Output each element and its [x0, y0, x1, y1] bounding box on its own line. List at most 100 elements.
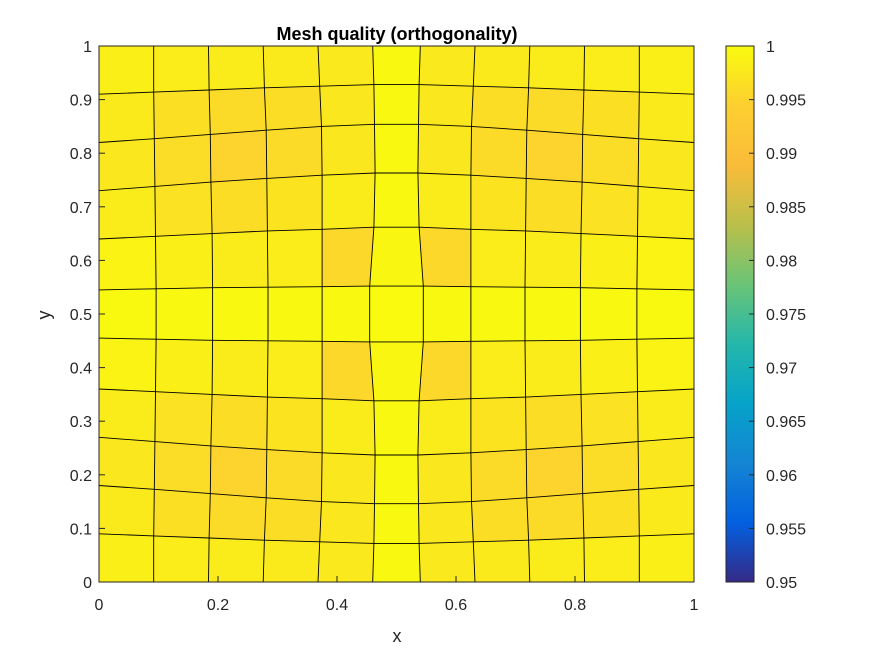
- mesh-cell: [321, 452, 376, 504]
- colorbar-tick-label: 1: [766, 39, 775, 56]
- mesh-cell: [470, 175, 527, 231]
- colorbar-tick-label: 0.99: [766, 146, 797, 163]
- y-tick-label: 0.1: [70, 521, 92, 538]
- mesh-cell: [374, 455, 419, 504]
- mesh-cell: [210, 445, 267, 498]
- mesh-cell: [419, 46, 475, 87]
- mesh-cell: [528, 538, 585, 582]
- colorbar-ticks: 0.95 0.955 0.96 0.965 0.97 0.975 0.98 0.985 0.99…: [749, 39, 806, 592]
- x-tick-label: 0.6: [445, 597, 467, 614]
- mesh-row-line: [98, 226, 695, 240]
- y-tick-label: 0.6: [70, 253, 92, 270]
- mesh-cell: [263, 540, 320, 582]
- mesh-cell: [267, 229, 323, 288]
- colorbar-tick-label: 0.975: [766, 307, 806, 324]
- mesh-cell: [525, 340, 581, 398]
- mesh-cell: [583, 46, 640, 93]
- y-tick-label: 0.8: [70, 146, 92, 163]
- mesh-cell: [322, 227, 374, 287]
- mesh-cell: [418, 501, 474, 544]
- mesh-cell: [473, 540, 530, 582]
- mesh-cell: [473, 46, 530, 88]
- mesh-cell: [417, 124, 472, 176]
- mesh-cell: [99, 288, 157, 340]
- mesh-cell: [154, 441, 211, 494]
- mesh-cell: [638, 92, 694, 143]
- mesh-cell: [266, 449, 323, 502]
- y-axis-label: y: [34, 311, 54, 320]
- mesh-cell: [153, 535, 210, 582]
- y-axis-ticks: 0 0.1 0.2 0.3 0.4 0.5 0.6 0.7 0.8 0.9 1: [70, 39, 105, 592]
- x-axis-label: x: [393, 626, 402, 646]
- mesh-cell: [373, 400, 420, 455]
- x-tick-label: 0.8: [564, 597, 586, 614]
- mesh-cell: [99, 46, 154, 95]
- mesh-cell: [153, 46, 210, 93]
- mesh-column-line: [524, 45, 531, 583]
- mesh-cell: [526, 87, 584, 135]
- mesh-cell: [264, 86, 322, 131]
- mesh-cell: [470, 397, 527, 453]
- mesh-cell: [638, 138, 694, 191]
- mesh-cell: [419, 227, 471, 287]
- mesh-cell: [322, 173, 376, 230]
- mesh-cell: [268, 286, 323, 342]
- x-tick-label: 1: [690, 597, 699, 614]
- mesh-cell: [636, 288, 694, 340]
- mesh-cell: [582, 489, 640, 538]
- colorbar-tick-label: 0.96: [766, 468, 797, 485]
- mesh-cell: [266, 126, 323, 179]
- mesh-row-line: [98, 337, 695, 343]
- mesh-cell: [318, 46, 374, 87]
- mesh-cell: [322, 398, 376, 455]
- mesh-column-line: [470, 45, 476, 583]
- mesh-cell: [417, 452, 472, 504]
- mesh-column-line: [369, 45, 376, 583]
- mesh-cell: [582, 134, 639, 187]
- mesh-cell: [372, 46, 421, 85]
- mesh-cell: [99, 533, 154, 582]
- mesh-cell: [470, 126, 527, 179]
- mesh-cell: [471, 497, 529, 542]
- mesh-cell: [636, 338, 694, 392]
- colorbar-tick-label: 0.965: [766, 414, 806, 431]
- mesh-cell: [264, 497, 322, 542]
- mesh-column-line: [417, 45, 424, 583]
- mesh-cell: [208, 46, 265, 90]
- mesh-cell: [580, 233, 638, 289]
- y-tick-label: 0.2: [70, 468, 92, 485]
- mesh-cell: [208, 538, 265, 582]
- mesh-cell: [470, 286, 525, 342]
- mesh-cell: [266, 175, 323, 231]
- mesh-cell: [155, 233, 213, 289]
- mesh-cell: [526, 130, 583, 183]
- mesh-cell: [471, 86, 529, 131]
- mesh-cell: [99, 485, 155, 536]
- mesh-cell: [637, 389, 694, 442]
- colorbar-tick-label: 0.955: [766, 521, 806, 538]
- y-tick-label: 0.9: [70, 93, 92, 110]
- mesh-cell: [417, 173, 471, 230]
- mesh-cell: [322, 286, 370, 342]
- mesh-cell: [212, 287, 268, 341]
- mesh-cell: [470, 449, 527, 502]
- mesh-cell: [318, 541, 374, 582]
- mesh-row-line: [98, 533, 695, 544]
- colorbar-tick-label: 0.995: [766, 93, 806, 110]
- mesh-cell: [154, 182, 213, 237]
- chart-title: Mesh quality (orthogonality): [277, 24, 518, 44]
- y-tick-label: 0.7: [70, 200, 92, 217]
- mesh-cell: [99, 236, 157, 290]
- x-tick-label: 0.4: [326, 597, 348, 614]
- mesh-cell: [638, 437, 694, 490]
- mesh-cell: [636, 236, 694, 290]
- mesh-cell: [373, 84, 420, 125]
- mesh-cell: [156, 287, 213, 341]
- mesh-cell: [263, 46, 320, 88]
- mesh-cell: [470, 229, 526, 288]
- mesh-cell: [369, 341, 424, 401]
- y-tick-label: 0.3: [70, 414, 92, 431]
- x-tick-label: 0: [95, 597, 104, 614]
- mesh-cell: [581, 182, 639, 237]
